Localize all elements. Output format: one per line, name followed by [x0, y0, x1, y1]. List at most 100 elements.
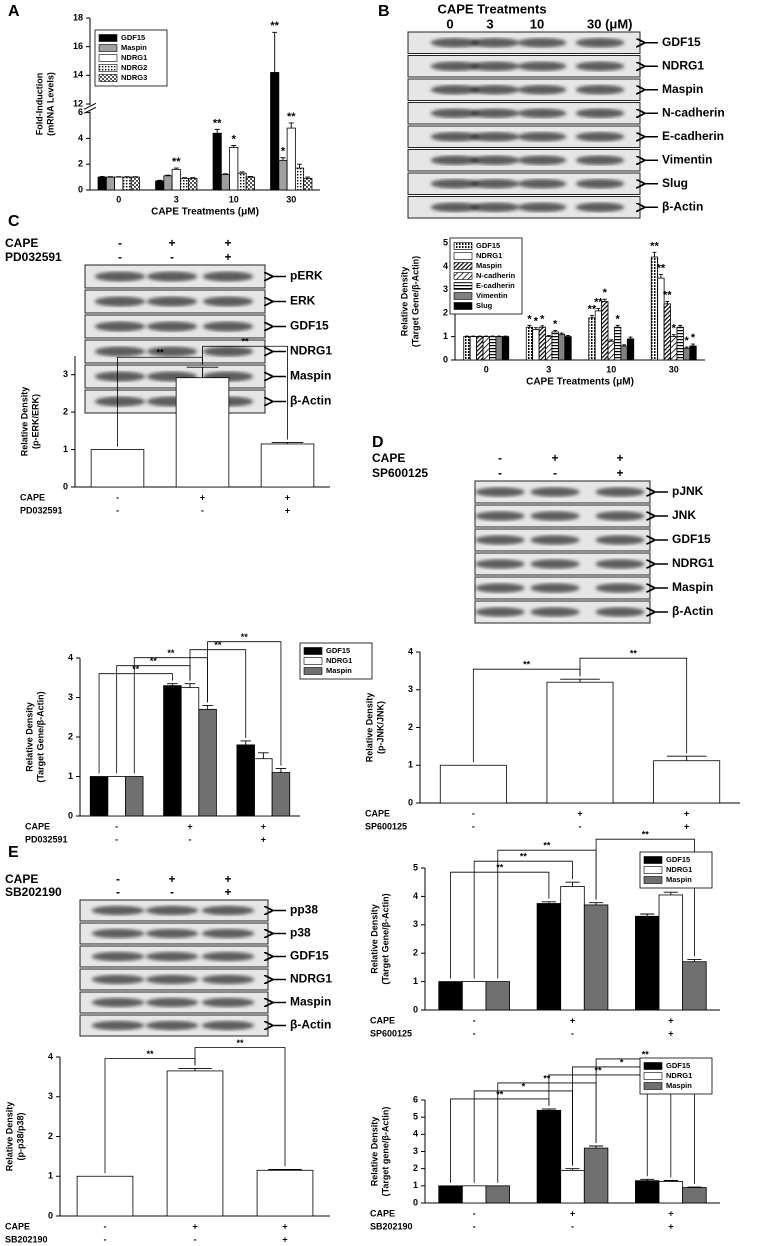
- legend-label: GDF15: [476, 241, 500, 250]
- x-tick-label: 3: [174, 194, 179, 204]
- blot-band: [145, 1020, 199, 1031]
- x-tick-label: 10: [229, 194, 239, 204]
- error-bar: [240, 740, 252, 745]
- significance-mark: **: [650, 240, 659, 252]
- bar: [461, 1185, 487, 1204]
- error-bar: [247, 176, 253, 178]
- y-tick-label: 0: [408, 797, 413, 807]
- significance-mark: **: [657, 262, 666, 274]
- blot-band: [202, 346, 254, 357]
- y-tick-label: 3: [68, 692, 73, 702]
- blot-row-label: Maspin: [290, 369, 331, 383]
- treatment-name: PD032591: [5, 250, 62, 264]
- y-tick-label: 12: [73, 98, 83, 108]
- bar: [538, 326, 546, 361]
- y-tick-label: 18: [73, 12, 83, 22]
- significance-text: **: [496, 863, 504, 873]
- legend-swatch: [453, 282, 473, 290]
- treatment-name: SB202190: [5, 885, 62, 899]
- blot-band: [470, 155, 520, 165]
- legend-swatch: [643, 1072, 663, 1080]
- y-tick-label: 3: [63, 369, 68, 379]
- significance-text: **: [241, 337, 249, 347]
- bar: [237, 172, 247, 191]
- y-tick-label: 1: [68, 771, 73, 781]
- legend-label: Slug: [476, 301, 493, 310]
- significance-text: **: [214, 640, 222, 650]
- blot-band: [430, 108, 480, 118]
- error-bar: [280, 157, 286, 161]
- blot-band: [530, 511, 580, 521]
- legend-label: Maspin: [666, 875, 692, 884]
- legend-label: Maspin: [326, 666, 352, 675]
- blot-band: [517, 61, 567, 71]
- blot-band: [517, 155, 567, 165]
- bar: [179, 177, 190, 191]
- y-tick-label: 2: [413, 948, 418, 958]
- blot-band: [145, 928, 199, 939]
- y-axis-label: (Target Gene/β-Actin): [380, 893, 390, 984]
- treatment-mark: -: [116, 872, 120, 886]
- significance-mark: **: [270, 20, 279, 32]
- error-bar: [663, 1180, 678, 1182]
- significance-mark: *: [534, 316, 539, 328]
- bar: [171, 168, 181, 191]
- blot-row-label: JNK: [672, 508, 696, 522]
- blot-band: [595, 559, 645, 569]
- error-bar: [666, 755, 707, 761]
- legend-label: Maspin: [666, 1081, 692, 1090]
- treatment-name: CAPE: [5, 1221, 30, 1231]
- treatment-mark: +: [261, 821, 266, 831]
- blot-row-label: E-cadherin: [662, 129, 724, 143]
- treatment-name: CAPE: [20, 492, 45, 502]
- error-bar: [231, 145, 237, 148]
- legend-swatch: [98, 74, 118, 82]
- treatment-mark: -: [118, 250, 122, 264]
- blot-band: [94, 396, 146, 407]
- treatment-mark: +: [224, 872, 231, 886]
- blot-row-label: Maspin: [662, 82, 703, 96]
- error-bar: [684, 346, 689, 349]
- significance-text: **: [167, 648, 175, 658]
- error-bar: [602, 298, 607, 302]
- bar: [495, 336, 503, 361]
- significance-text: **: [156, 348, 164, 358]
- y-tick-label: 1: [443, 331, 448, 341]
- legend-label: Maspin: [121, 43, 147, 52]
- bar: [663, 303, 671, 361]
- treatment-mark: -: [189, 834, 192, 844]
- y-axis-label: Relative Density: [369, 1117, 379, 1187]
- significance-bracket: [189, 649, 247, 738]
- y-tick-label: 4: [443, 261, 448, 271]
- x-tick-label: 0: [116, 194, 121, 204]
- treatment-mark: +: [285, 505, 290, 515]
- blot-band: [430, 85, 480, 95]
- legend-swatch: [453, 272, 473, 280]
- error-bar: [687, 958, 702, 962]
- error-bar: [665, 301, 670, 304]
- blot-band: [470, 202, 520, 212]
- bar: [489, 336, 497, 361]
- blot-column: 3: [486, 16, 493, 31]
- error-bar: [271, 442, 304, 444]
- y-tick-label: 4: [413, 891, 418, 901]
- bar: [557, 333, 566, 361]
- blot-band: [575, 132, 625, 142]
- y-tick-label: 3: [413, 1146, 418, 1156]
- treatment-mark: -: [194, 1234, 197, 1244]
- x-tick-label: 3: [546, 364, 551, 374]
- blot-band: [94, 321, 146, 332]
- legend-swatch: [303, 647, 323, 655]
- treatment-mark: +: [224, 885, 231, 899]
- treatment-mark: -: [472, 808, 475, 818]
- blot-band: [530, 607, 580, 617]
- blot-band: [470, 179, 520, 189]
- treatment-name: CAPE: [25, 821, 50, 831]
- blot-band: [201, 928, 255, 939]
- treatment-name: CAPE: [372, 451, 405, 465]
- blot-band: [595, 487, 645, 497]
- bar: [256, 1169, 314, 1217]
- error-bar: [640, 913, 655, 917]
- y-axis-label: Relative Density: [19, 387, 29, 457]
- bar: [532, 329, 540, 361]
